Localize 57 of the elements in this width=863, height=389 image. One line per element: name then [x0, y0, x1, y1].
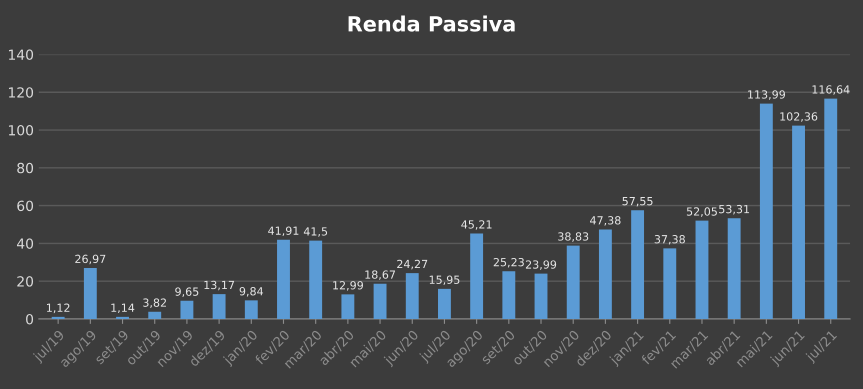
bar	[566, 246, 580, 319]
bar	[277, 240, 290, 319]
bar	[534, 274, 548, 319]
y-tick-label: 40	[16, 238, 34, 249]
bar	[598, 229, 612, 319]
bar	[760, 104, 773, 319]
data-label: 41,5	[304, 227, 328, 237]
bar	[470, 234, 484, 319]
data-label: 113,99	[748, 90, 786, 100]
data-label: 57,55	[622, 197, 653, 206]
data-label: 3,82	[143, 298, 166, 308]
bar	[244, 300, 258, 319]
data-label: 9,84	[240, 287, 264, 297]
data-label: 116,64	[812, 85, 850, 95]
bar	[212, 294, 226, 319]
y-tick-label: 120	[8, 87, 34, 98]
bar	[374, 284, 386, 319]
y-tick-label: 60	[17, 200, 34, 212]
bar	[696, 220, 708, 319]
y-tick-label: 80	[17, 162, 34, 174]
data-label: 52,05	[686, 207, 717, 217]
chart-title: Renda Passiva	[348, 16, 515, 32]
bar	[792, 126, 805, 319]
bar	[438, 288, 451, 319]
y-tick-label: 20	[17, 276, 34, 287]
data-label: 15,95	[430, 276, 460, 286]
data-label: 102,36	[780, 112, 818, 122]
bar	[502, 271, 516, 319]
bar	[663, 248, 676, 319]
y-tick-label: 0	[26, 314, 34, 324]
data-label: 1,12	[47, 304, 70, 314]
data-label: 23,99	[526, 260, 556, 270]
data-label: 41,91	[268, 226, 298, 236]
bar	[84, 268, 97, 319]
data-label: 47,38	[590, 216, 621, 226]
data-label: 26,97	[75, 254, 106, 264]
data-label: 12,99	[333, 281, 363, 291]
data-label: 18,67	[365, 270, 396, 280]
data-label: 25,23	[494, 258, 524, 268]
data-label: 9,65	[175, 287, 198, 297]
data-label: 24,27	[397, 260, 428, 270]
data-label: 37,38	[654, 235, 685, 245]
data-label: 13,17	[204, 280, 234, 290]
data-label: 45,21	[461, 220, 492, 230]
bar	[341, 294, 354, 319]
bar	[631, 210, 644, 319]
data-label: 53,31	[719, 204, 750, 214]
bar	[728, 218, 741, 319]
data-label: 1,14	[111, 304, 134, 314]
bar	[309, 240, 322, 319]
bar	[148, 312, 162, 319]
y-tick-label: 100	[8, 125, 34, 136]
y-tick-label: 140	[8, 49, 34, 60]
bar	[406, 273, 419, 319]
bar	[824, 98, 838, 319]
data-label: 38,83	[558, 232, 588, 242]
bar	[180, 300, 194, 319]
